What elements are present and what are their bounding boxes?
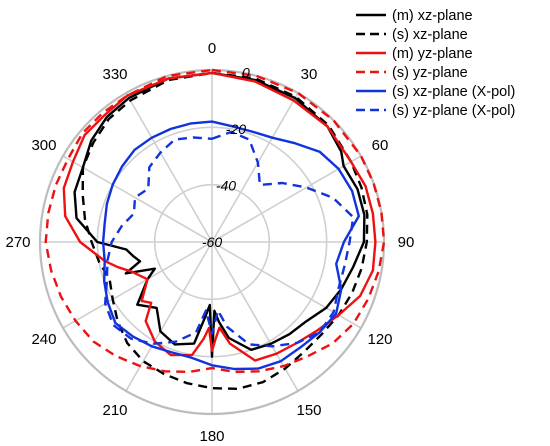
radial-tick-label: -60 [202, 234, 222, 250]
legend-entry-label: (m) yz-plane [392, 46, 473, 62]
legend: (m) xz-plane (s) xz-plane (m) yz-plane (s) … [356, 8, 515, 119]
series-line [101, 120, 360, 371]
grid-spoke [125, 241, 213, 392]
angle-tick-label: 150 [296, 402, 321, 419]
angle-tick-label: 30 [301, 66, 318, 83]
axis-labels: 0 30 60 90 120 150 180 210 240 270 300 330 -60 -40 -20… [5, 40, 414, 445]
legend-entry-label: (s) yz-plane (X-pol) [392, 103, 515, 119]
grid-spoke [62, 241, 213, 329]
radial-tick-label: -20 [226, 121, 246, 137]
angle-tick-label: 0 [208, 40, 216, 57]
angle-tick-label: 330 [102, 66, 127, 83]
series-line [104, 130, 355, 348]
legend-entry-label: (s) xz-plane (X-pol) [392, 84, 515, 100]
grid-spoke [211, 155, 362, 243]
grid-spoke [125, 92, 213, 243]
legend-entry-label: (m) xz-plane [392, 8, 473, 24]
angle-tick-label: 240 [31, 331, 56, 348]
grid-spoke [62, 155, 213, 243]
angle-tick-label: 180 [199, 428, 224, 445]
series-line [73, 71, 366, 358]
angle-tick-label: 90 [398, 234, 415, 251]
grid-ring [153, 183, 271, 301]
angle-tick-label: 210 [102, 402, 127, 419]
legend-entry-label: (s) yz-plane [392, 65, 468, 81]
grid-spoke [211, 92, 299, 243]
series-line [62, 71, 377, 362]
radial-tick-label: -40 [216, 178, 236, 194]
angle-tick-label: 270 [5, 234, 30, 251]
series-lines [44, 68, 386, 390]
angle-tick-label: 60 [372, 137, 389, 154]
radial-tick-label: 0 [242, 65, 250, 81]
legend-entry-label: (s) xz-plane [392, 27, 468, 43]
angle-tick-label: 300 [31, 137, 56, 154]
series-line [81, 71, 369, 390]
angle-tick-label: 120 [367, 331, 392, 348]
